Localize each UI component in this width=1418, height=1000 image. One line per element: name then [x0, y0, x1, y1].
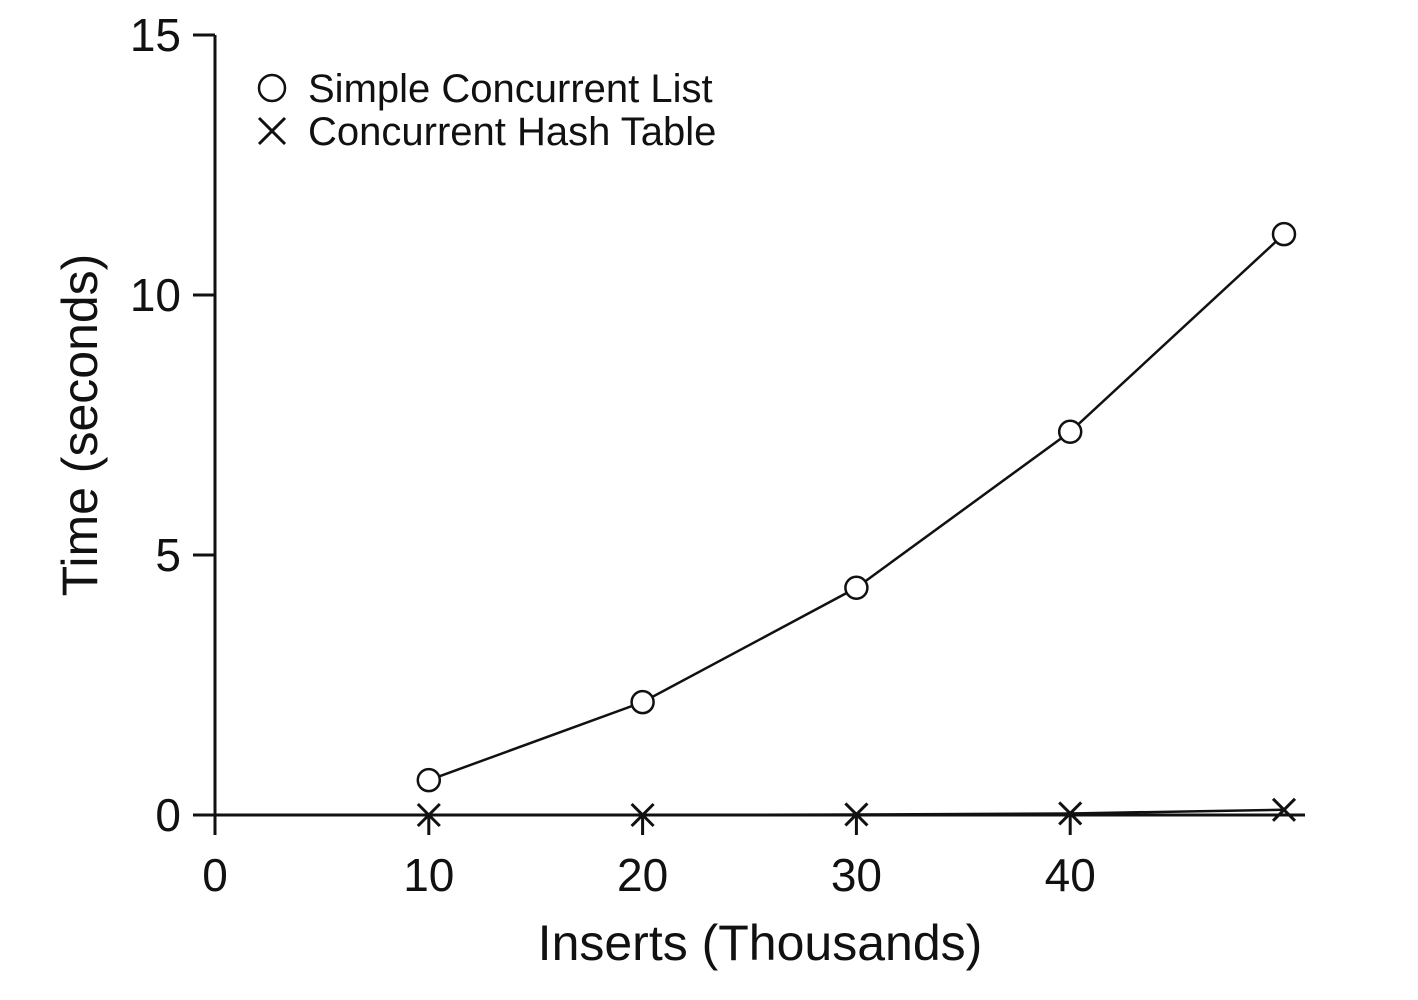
x-tick-label: 20: [617, 849, 668, 901]
y-tick-label: 15: [130, 9, 181, 61]
plot-series: [416, 221, 1297, 828]
data-point-x: [630, 802, 655, 828]
y-axis-label: Time (seconds): [52, 254, 108, 597]
legend-marker-x: [257, 116, 287, 146]
data-point-circle: [1057, 419, 1083, 445]
x-tick-label: 30: [831, 849, 882, 901]
x-tick-label: 0: [202, 849, 228, 901]
series-line-simple-concurrent-list: [428, 233, 1285, 782]
data-point-x: [1058, 801, 1083, 826]
x-axis-label: Inserts (Thousands): [538, 915, 983, 971]
data-point-x: [844, 802, 869, 827]
data-point-circle: [1271, 221, 1297, 247]
legend-marker-circle: [257, 73, 287, 103]
legend-label-concurrent-hash-table: Concurrent Hash Table: [308, 110, 716, 154]
x-tick-label: 10: [403, 849, 454, 901]
x-tick-label: 40: [1045, 849, 1096, 901]
data-point-circle: [844, 575, 869, 601]
data-point-x: [416, 802, 441, 828]
y-ticks: 0 5 10 15: [130, 9, 215, 841]
legend: Simple Concurrent List Concurrent Hash T…: [257, 67, 716, 154]
data-point-circle: [416, 767, 442, 793]
y-tick-label: 0: [155, 789, 181, 841]
y-tick-label: 5: [155, 529, 181, 581]
data-point-x: [1271, 797, 1297, 822]
x-ticks: 0 10 20 30 40: [202, 815, 1096, 901]
data-point-circle: [630, 689, 655, 715]
y-tick-label: 10: [130, 269, 181, 321]
legend-label-simple-concurrent-list: Simple Concurrent List: [308, 67, 713, 111]
